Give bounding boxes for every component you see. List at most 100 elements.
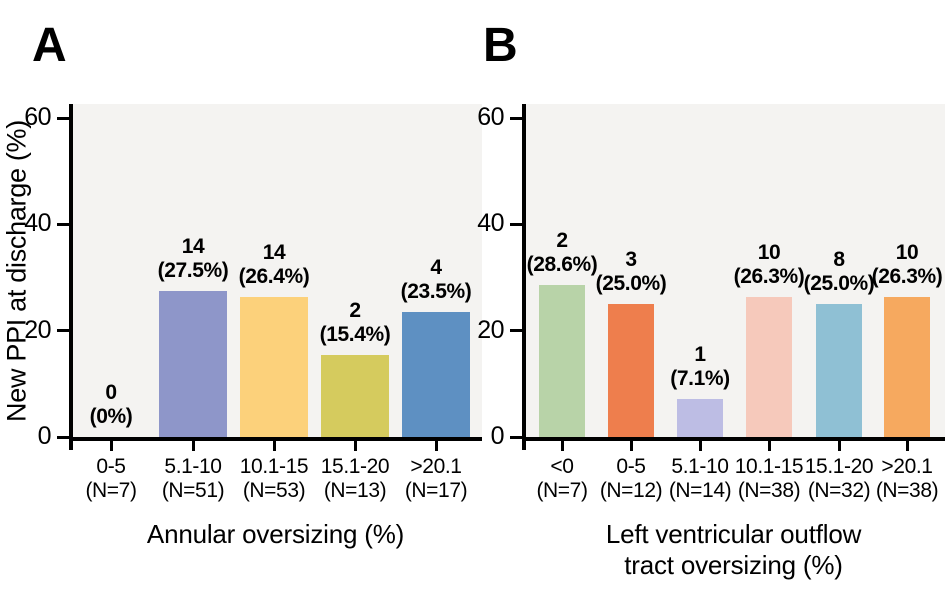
panel-b-bar-label: 2 (28.6%) bbox=[492, 229, 632, 277]
panel-b-plot-area: 0 20 40 60 2 (28.6%) <0 (N=7) 3 (25.0%) 0-5 (N=12) 1… bbox=[477, 103, 945, 502]
panel-a-y-tick-label: 0 bbox=[37, 422, 52, 450]
panel-b-letter: B bbox=[483, 19, 518, 72]
panel-b-category-n-label: (N=12) bbox=[599, 479, 663, 502]
panel-b-category-n-label: (N=7) bbox=[536, 479, 588, 502]
panel-b-category-n-label: (N=38) bbox=[875, 479, 939, 502]
panel-a-category-range-label: 0-5 bbox=[96, 455, 126, 478]
panel-a-y-tick-mark bbox=[57, 329, 71, 333]
panel-b-category-n-label: (N=38) bbox=[737, 479, 801, 502]
panel-b-bar bbox=[677, 399, 723, 437]
panel-a-bar bbox=[402, 312, 470, 437]
panel-b-axis-corner-stub bbox=[522, 441, 526, 450]
panel-a-x-axis-title: Annular oversizing (%) bbox=[69, 519, 482, 550]
panel-b-bar-count-label: 10 bbox=[757, 241, 781, 264]
panel-a-x-tick-mark bbox=[353, 441, 357, 451]
panel-b-y-tick-label: 60 bbox=[477, 103, 504, 132]
panel-b-x-tick-label: 5.1-10 (N=14) bbox=[645, 455, 755, 503]
panel-b-bar bbox=[608, 304, 654, 437]
panel-b-category-n-label: (N=32) bbox=[807, 479, 871, 502]
panel-b-x-tick-label: 15.1-20 (N=32) bbox=[784, 455, 894, 503]
panel-a-bar-percent-label: (15.4%) bbox=[319, 323, 391, 346]
panel-b-x-tick-label: >20.1 (N=38) bbox=[852, 455, 945, 503]
panel-a-category-range-label: 5.1-10 bbox=[164, 455, 222, 478]
panel-b-y-tick-label: 40 bbox=[477, 209, 504, 238]
panel-a-bar-label: 0 (0%) bbox=[41, 381, 181, 429]
panel-a-bar-label: 4 (23.5%) bbox=[366, 256, 506, 304]
panel-a-x-tick-label: 5.1-10 (N=51) bbox=[138, 455, 248, 503]
panel-a-x-tick-mark bbox=[109, 441, 113, 451]
panel-a-plot-area: 0 20 40 60 0 (0%) 0-5 (N=7) 14 (27.5%) 5.1-10 (N=51… bbox=[24, 103, 482, 502]
panel-a-bar-count-label: 0 bbox=[105, 381, 117, 404]
panel-b-x-tick-mark bbox=[905, 441, 909, 451]
panel-a-bar-label: 2 (15.4%) bbox=[285, 299, 425, 347]
panel-b-y-tick-mark bbox=[510, 329, 524, 333]
panel-a-bar-percent-label: (23.5%) bbox=[400, 280, 472, 303]
panel-b-bar-percent-label: (7.1%) bbox=[670, 367, 730, 390]
panel-b-x-tick-mark bbox=[629, 441, 633, 451]
panel-a-bar bbox=[240, 297, 308, 437]
panel-b-bar-label: 1 (7.1%) bbox=[630, 343, 770, 391]
panel-b-category-range-label: 10.1-15 bbox=[734, 455, 804, 478]
panel-b-x-tick-mark bbox=[767, 441, 771, 451]
panel-a-category-n-label: (N=51) bbox=[161, 479, 225, 502]
panel-a-x-tick-label: 0-5 (N=7) bbox=[56, 455, 166, 503]
panel-a-category-range-label: 15.1-20 bbox=[320, 455, 390, 478]
panel-a-y-tick-mark bbox=[57, 116, 71, 120]
panel-b-category-range-label: 15.1-20 bbox=[804, 455, 874, 478]
panel-a-category-range-label: 10.1-15 bbox=[239, 455, 309, 478]
panel-b-x-tick-label: 0-5 (N=12) bbox=[576, 455, 686, 503]
panel-b-bar-count-label: 3 bbox=[625, 248, 637, 271]
panel-b-bar bbox=[816, 304, 862, 437]
panel-a-y-tick-mark bbox=[57, 435, 71, 439]
panel-a-category-range-label: >20.1 bbox=[410, 455, 462, 478]
panel-a-category-n-label: (N=17) bbox=[404, 479, 468, 502]
panel-a-y-tick-label: 40 bbox=[24, 209, 51, 238]
panel-b-category-range-label: <0 bbox=[550, 455, 574, 478]
panel-b-bar-percent-label: (26.3%) bbox=[733, 265, 805, 288]
panel-b-bar-count-label: 8 bbox=[833, 248, 845, 271]
panel-b-bar-label: 10 (26.3%) bbox=[837, 241, 945, 289]
panel-b-y-tick-label: 20 bbox=[477, 315, 504, 344]
panel-b-bar-count-label: 2 bbox=[556, 229, 568, 252]
panel-a-bar-percent-label: (26.4%) bbox=[238, 265, 310, 288]
panel-a-y-tick-mark bbox=[57, 222, 71, 226]
panel-b-category-range-label: >20.1 bbox=[881, 455, 933, 478]
panel-b-bar-count-label: 1 bbox=[694, 343, 706, 366]
panel-b-y-tick-mark bbox=[510, 435, 524, 439]
panel-a-y-tick-label: 20 bbox=[24, 315, 51, 344]
panel-a-bar-label: 14 (26.4%) bbox=[204, 241, 344, 289]
panel-a-category-n-label: (N=7) bbox=[85, 479, 137, 502]
panel-b-bar-percent-label: (26.3%) bbox=[871, 265, 943, 288]
panel-b-y-tick-mark bbox=[510, 222, 524, 226]
panel-b-bar-percent-label: (25.0%) bbox=[803, 272, 875, 295]
panel-b-x-tick-label: <0 (N=7) bbox=[507, 455, 617, 503]
panel-b-bar bbox=[539, 285, 585, 437]
panel-a-bar-count-label: 2 bbox=[349, 299, 361, 322]
panel-b-category-n-label: (N=14) bbox=[668, 479, 732, 502]
panel-b-bar bbox=[746, 297, 792, 437]
panel-a-bar bbox=[159, 291, 227, 437]
panel-b-category-range-label: 5.1-10 bbox=[671, 455, 729, 478]
panel-a-x-tick-mark bbox=[434, 441, 438, 451]
panel-a-bar bbox=[321, 355, 389, 437]
panel-a-y-tick-label: 60 bbox=[24, 103, 51, 132]
panel-b-x-axis-title-line-2: tract oversizing (%) bbox=[624, 550, 843, 580]
panel-b-x-tick-mark bbox=[837, 441, 841, 451]
panel-a-bar-count-label: 4 bbox=[430, 256, 442, 279]
panel-b-bar-label: 8 (25.0%) bbox=[769, 248, 909, 296]
panel-a-x-tick-mark bbox=[272, 441, 276, 451]
panel-b-y-tick-label: 0 bbox=[490, 422, 505, 450]
panel-b-x-tick-mark bbox=[698, 441, 702, 451]
panel-a-x-tick-label: >20.1 (N=17) bbox=[381, 455, 491, 503]
panel-a-bar-count-label: 14 bbox=[262, 241, 286, 264]
panel-a-bar-percent-label: (27.5%) bbox=[157, 259, 229, 282]
panel-a-letter: A bbox=[32, 19, 67, 72]
panel-b-bar-label: 3 (25.0%) bbox=[561, 248, 701, 296]
panel-b-bar-label: 10 (26.3%) bbox=[699, 241, 839, 289]
panel-b-category-range-label: 0-5 bbox=[616, 455, 646, 478]
panel-a-x-tick-label: 10.1-15 (N=53) bbox=[219, 455, 329, 503]
panel-b-x-tick-mark bbox=[560, 441, 564, 451]
panel-a-bar-count-label: 14 bbox=[181, 235, 205, 258]
panel-b-bar bbox=[884, 297, 930, 437]
